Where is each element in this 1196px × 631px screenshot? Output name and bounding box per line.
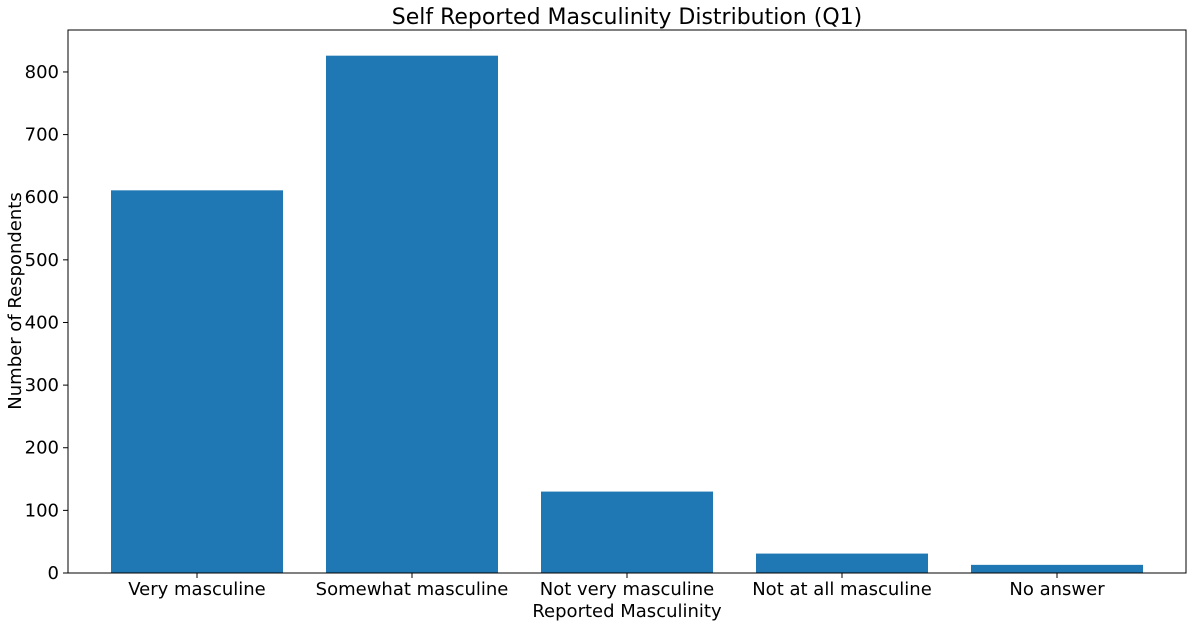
y-tick-label: 500 (25, 250, 59, 271)
y-tick-label: 800 (25, 62, 59, 83)
bar-2 (541, 491, 713, 573)
x-tick-label: Not very masculine (540, 579, 715, 600)
x-tick-label: Not at all masculine (752, 579, 932, 600)
bar-0 (111, 190, 283, 573)
bar-4 (971, 564, 1143, 573)
x-tick-label: Somewhat masculine (316, 579, 509, 600)
y-tick-label: 600 (25, 187, 59, 208)
y-axis-label: Number of Respondents (5, 192, 26, 409)
bar-3 (756, 553, 928, 573)
y-axis-ticks: 0 100 200 300 400 500 600 700 800 (25, 62, 68, 584)
bar-1 (326, 55, 498, 573)
x-axis-label: Reported Masculinity (532, 601, 722, 622)
y-tick-label: 700 (25, 125, 59, 146)
x-tick-label: No answer (1009, 579, 1105, 600)
y-tick-label: 400 (25, 312, 59, 333)
x-axis-ticks: Very masculine Somewhat masculine Not very… (128, 573, 1105, 600)
bars-group (111, 55, 1143, 573)
y-tick-label: 200 (25, 438, 59, 459)
y-tick-label: 300 (25, 375, 59, 396)
y-tick-label: 100 (25, 500, 59, 521)
plot-frame (67, 29, 1187, 574)
y-tick-label: 0 (48, 563, 59, 584)
x-tick-label: Very masculine (128, 579, 266, 600)
chart-title: Self Reported Masculinity Distribution (… (392, 5, 862, 30)
